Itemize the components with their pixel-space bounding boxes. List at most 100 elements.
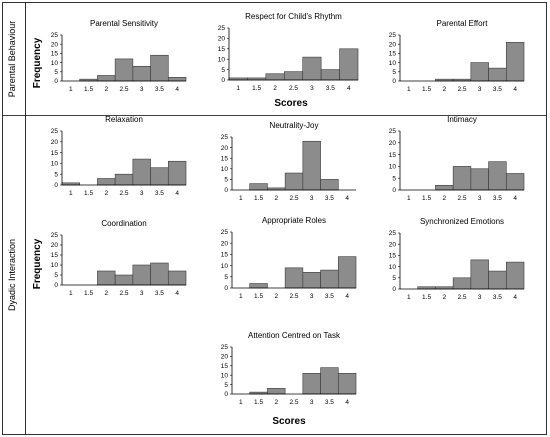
x-tick-label: 1	[239, 195, 243, 202]
bar-2.5	[284, 267, 304, 289]
y-tick-label: 20	[389, 140, 397, 147]
x-tick-label: 1	[69, 290, 73, 297]
chart-4: Neutrality-Joy 0 5 10 15 20 25 1 1.5 2 2.5 3 3.5 4	[221, 121, 356, 202]
x-tick-label: 2.5	[457, 86, 466, 93]
x-tick-label: 4	[175, 290, 179, 297]
bar-2	[265, 73, 285, 81]
x-tick-label: 3	[140, 190, 144, 197]
x-tick-label: 1	[407, 294, 411, 301]
y-tick-label: 25	[221, 344, 229, 351]
y-tick-label: 5	[224, 274, 228, 281]
bar-2.5	[284, 172, 304, 191]
x-tick-label: 1	[239, 293, 243, 300]
chart-title: Synchronized Emotions	[420, 217, 504, 226]
bar-2.5	[114, 274, 134, 286]
x-tick-label: 1	[407, 195, 411, 202]
bar-3.5	[320, 269, 339, 289]
bar-2.5	[114, 58, 134, 82]
bar-4	[167, 77, 187, 82]
x-tick-label: 4	[513, 195, 517, 202]
y-tick-label: 15	[221, 155, 229, 162]
chart-title: Parental Sensitivity	[90, 19, 158, 28]
bar-4	[339, 48, 359, 81]
y-tick-label: 20	[221, 354, 229, 361]
y-tick-label: 15	[389, 152, 397, 159]
x-tick-label: 3	[310, 195, 314, 202]
bar-2	[97, 270, 116, 286]
x-tick-label: 3	[478, 195, 482, 202]
x-tick-label: 3	[478, 294, 482, 301]
y-tick-label: 10	[221, 263, 229, 270]
chart-title: Respect for Child's Rhythm	[245, 12, 342, 21]
scores-axis-title-bottom: Scores	[272, 416, 306, 427]
bar-3.5	[488, 67, 507, 82]
x-tick-label: 3.5	[155, 86, 164, 93]
bar-2	[97, 178, 116, 186]
y-tick-label: 5	[224, 177, 228, 184]
x-tick-label: 2.5	[457, 294, 466, 301]
y-tick-label: 10	[389, 60, 397, 67]
x-tick-label: 3	[140, 290, 144, 297]
chart-title: Intimacy	[447, 115, 477, 124]
x-tick-label: 1.5	[84, 190, 93, 197]
x-tick-label: 2	[442, 195, 446, 202]
x-tick-label: 3	[140, 86, 144, 93]
y-tick-label: 0	[392, 187, 396, 194]
y-tick-label: 10	[51, 262, 59, 269]
x-tick-label: 2.5	[119, 86, 128, 93]
x-tick-label: 2	[274, 293, 278, 300]
bar-4	[337, 256, 357, 289]
bar-4	[505, 42, 525, 82]
x-tick-label: 4	[345, 293, 349, 300]
x-tick-label: 3.5	[155, 190, 164, 197]
bar-3.5	[150, 262, 169, 286]
x-tick-label: 4	[175, 86, 179, 93]
bar-3.5	[488, 161, 507, 191]
chart-title: Parental Effort	[437, 19, 489, 28]
y-tick-label: 15	[51, 150, 59, 157]
bar-3.5	[150, 167, 169, 186]
y-tick-label: 10	[221, 166, 229, 173]
y-tick-label: 25	[218, 25, 226, 32]
y-tick-label: 20	[218, 36, 226, 43]
x-tick-label: 3.5	[325, 293, 334, 300]
x-tick-label: 1.5	[254, 195, 263, 202]
bar-3	[302, 373, 321, 395]
bar-3	[302, 140, 321, 191]
y-tick-label: 25	[389, 128, 397, 135]
bar-2.5	[114, 173, 134, 186]
frequency-axis-title-top: Frequency	[32, 37, 43, 88]
x-tick-label: 1.5	[254, 293, 263, 300]
bar-1.5	[249, 183, 268, 191]
bar-3.5	[150, 54, 169, 82]
y-tick-label: 15	[389, 51, 397, 58]
x-tick-label: 2	[442, 294, 446, 301]
x-tick-label: 3.5	[493, 195, 502, 202]
x-tick-label: 1.5	[422, 195, 431, 202]
bar-2	[97, 75, 116, 82]
bar-3	[132, 65, 151, 82]
chart-title: Neutrality-Joy	[270, 121, 319, 130]
y-tick-label: 10	[221, 372, 229, 379]
x-tick-label: 4	[345, 195, 349, 202]
x-tick-label: 4	[513, 86, 517, 93]
x-tick-label: 3.5	[325, 195, 334, 202]
x-tick-label: 3.5	[493, 86, 502, 93]
y-tick-label: 25	[51, 128, 59, 135]
y-tick-label: 20	[51, 41, 59, 48]
y-tick-label: 15	[221, 252, 229, 259]
y-tick-label: 10	[51, 161, 59, 168]
x-tick-label: 2	[104, 86, 108, 93]
x-tick-label: 1.5	[84, 86, 93, 93]
y-tick-label: 5	[54, 69, 58, 76]
y-tick-label: 10	[51, 60, 59, 67]
y-tick-label: 25	[51, 32, 59, 39]
y-tick-label: 15	[51, 51, 59, 58]
y-tick-label: 0	[392, 286, 396, 293]
x-tick-label: 4	[513, 294, 517, 301]
y-tick-label: 0	[54, 182, 58, 189]
y-tick-label: 15	[221, 363, 229, 370]
y-tick-label: 20	[389, 41, 397, 48]
x-tick-label: 2	[274, 399, 278, 406]
